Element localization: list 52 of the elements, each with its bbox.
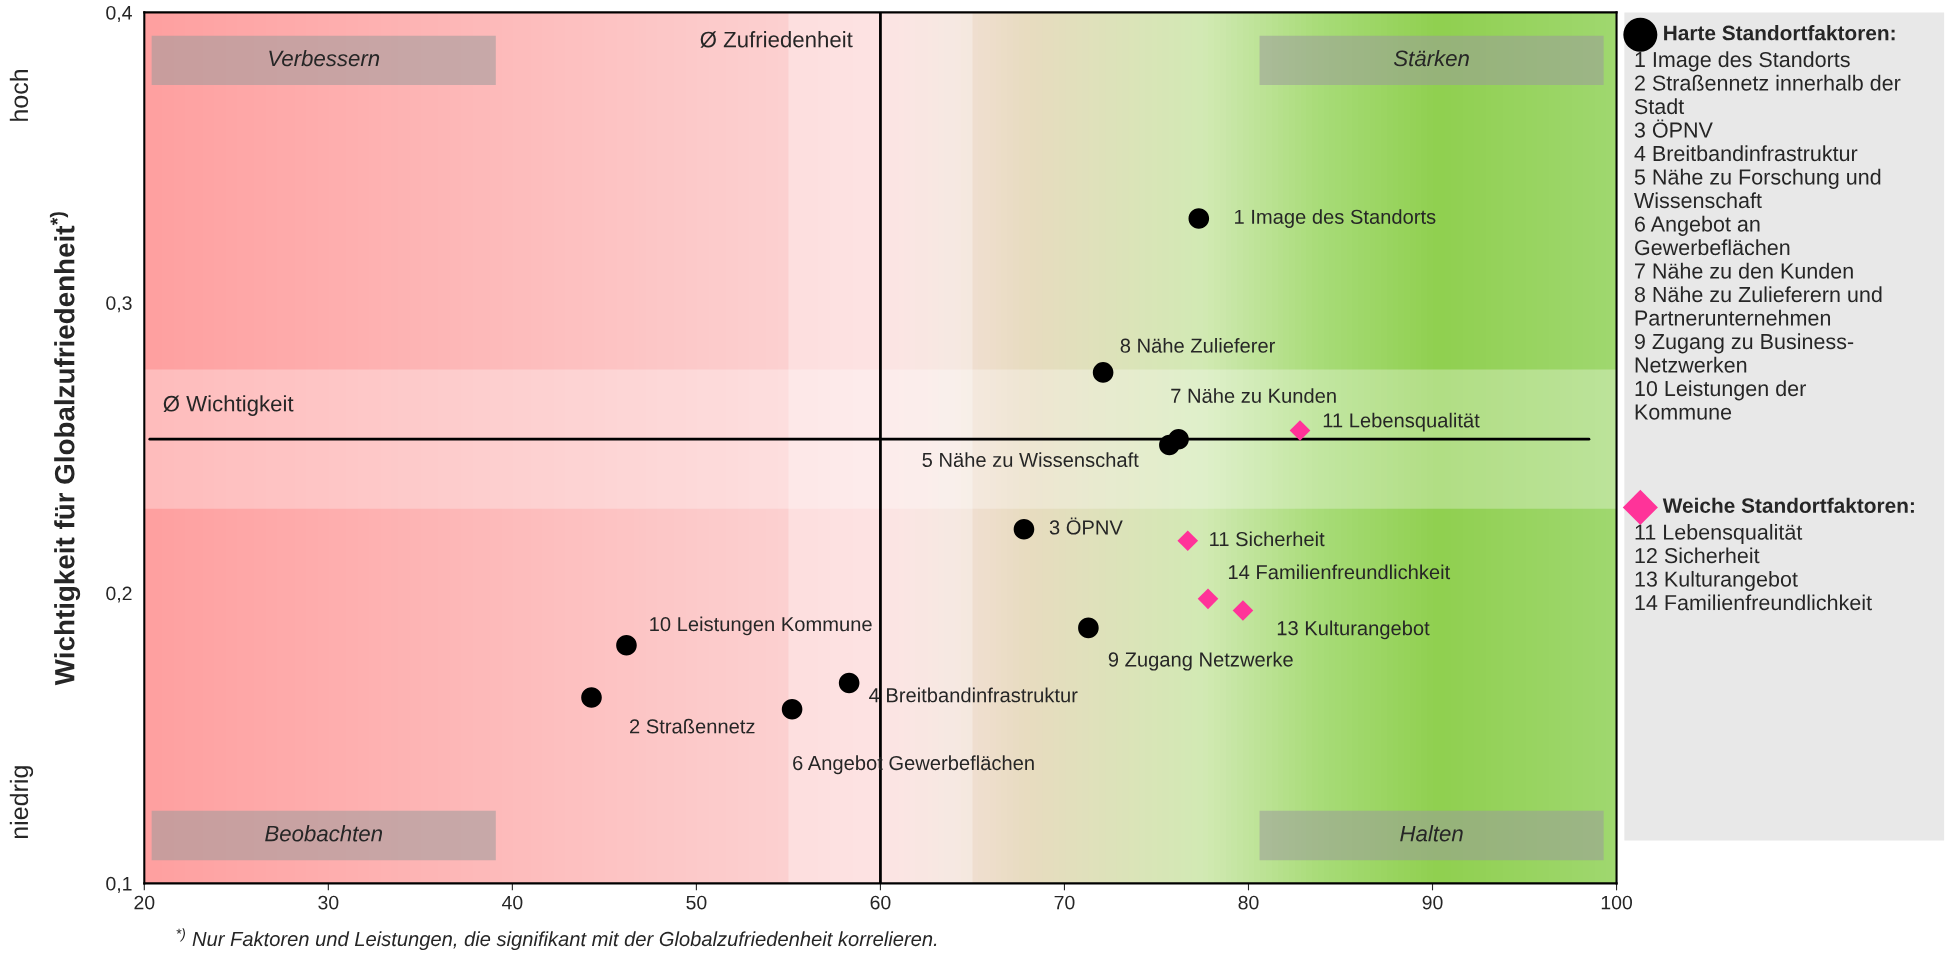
x-tick-label: 40	[502, 895, 523, 910]
point	[781, 698, 803, 720]
x-tick-label: 30	[318, 895, 339, 910]
text: hoch	[9, 70, 29, 121]
annotation: 14 Familienfreundlichkeit	[1228, 564, 1451, 580]
annotation: 3 ÖPNV	[1049, 517, 1123, 535]
annotation: 13 Kulturangebot	[1277, 620, 1430, 640]
annotation: Stärken	[1393, 49, 1469, 67]
legend-label: Harte Standortfaktoren:	[1664, 25, 1895, 41]
text: $^{*)}$ Nur Faktoren und Leistungen, die signifikant mit der Globalzufriedenheit korrelieren.	[176, 928, 937, 951]
ref-line-label: Ø Wichtigkeit	[163, 395, 294, 416]
annotation: 2 Straßennetz	[630, 718, 755, 734]
y-tick-label: 0,1	[106, 876, 132, 893]
point	[581, 687, 602, 708]
point	[1168, 428, 1189, 450]
annotation: 7 Nähe zu Kunden	[1171, 388, 1336, 403]
x-tick-label: 20	[134, 895, 155, 910]
annotation: Halten	[1400, 825, 1463, 842]
y-tick-label: 0,4	[106, 5, 132, 22]
legend-label: Weiche Standortfaktoren:	[1662, 497, 1914, 513]
annotation: 8 Nähe Zulieferer	[1120, 338, 1276, 353]
point	[616, 635, 637, 656]
y-tick-label: 0,3	[106, 296, 132, 313]
point	[1013, 518, 1035, 540]
annotation: 11 Lebensqualität	[1323, 412, 1480, 432]
annotation: 10 Leistungen Kommune	[650, 616, 872, 636]
point	[1188, 208, 1210, 229]
point	[838, 672, 860, 694]
point	[1078, 617, 1099, 639]
ref-line-label: Ø Zufriedenheit	[700, 31, 853, 48]
point	[1092, 362, 1114, 383]
annotation: 5 Nähe zu Wissenschaft	[922, 452, 1139, 468]
annotation: 9 Zugang Netzwerke	[1108, 651, 1293, 671]
x-tick-label: 60	[870, 895, 891, 910]
point	[1232, 600, 1254, 621]
annotation: 1 Image des Standorts	[1235, 209, 1436, 228]
x-tick-label: 50	[686, 895, 707, 910]
x-tick-label: 90	[1422, 895, 1443, 910]
annotation: Beobachten	[265, 825, 383, 842]
point	[1197, 588, 1219, 610]
annotation: 11 Sicherheit	[1210, 531, 1325, 547]
point	[1177, 530, 1199, 552]
x-tick-label: 70	[1054, 895, 1075, 910]
y-tick-label: 0,2	[106, 586, 132, 603]
x-tick-label: 100	[1601, 895, 1633, 910]
annotation: Verbessern	[269, 49, 380, 67]
x-tick-label: 80	[1238, 895, 1259, 910]
text: 1 Image des Standorts 2 Straßennetz innerhalb der Stadt 3 ÖPNV 4 Breitbandinfrastruktur 5 Nähe zu Forschung und Wissenschaft 6 Angebot an Gewerbeflächen 7 Nähe zu den Kunden 8 Nähe zu Zulieferern und Partnerunternehmen 9 Zugang zu Business- Netzwerken 10 Leistungen der Kommune	[1634, 51, 1901, 420]
text: 11 Lebensqualität 12 Sicherheit 13 Kulturangebot 14 Familienfreundlichkeit	[1635, 523, 1872, 611]
y-axis-title: Wichtigkeit für Globalzufriedenheit$^{*)}$	[49, 212, 81, 686]
point	[1289, 420, 1311, 441]
text: niedrig	[9, 766, 34, 839]
